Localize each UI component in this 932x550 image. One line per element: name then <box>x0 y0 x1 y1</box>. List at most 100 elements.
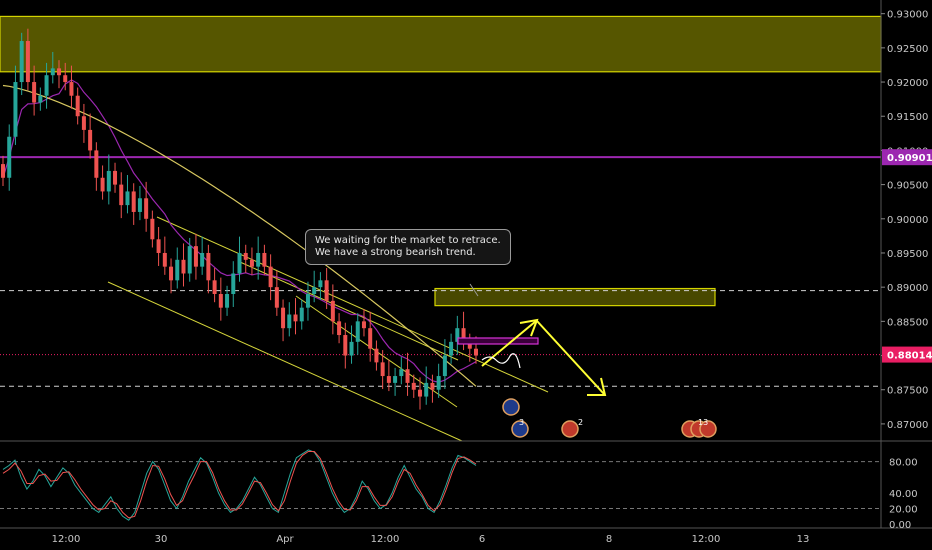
time-tick-label: 13 <box>797 534 810 545</box>
osc-tick-label: 40.00 <box>889 489 918 500</box>
candle <box>287 314 292 329</box>
candle <box>293 314 298 322</box>
candle <box>75 95 80 117</box>
uk-flag-icon <box>699 420 717 438</box>
candle <box>19 41 24 83</box>
target-zone <box>434 287 716 307</box>
candle <box>193 246 198 267</box>
retest-box <box>457 337 539 345</box>
osc-tick-label: 80.00 <box>889 458 918 469</box>
candle <box>349 341 354 356</box>
candle <box>200 252 205 267</box>
candle <box>100 177 105 192</box>
time-tick-label: Apr <box>276 534 294 545</box>
current-price-badge <box>882 346 932 363</box>
projection-arrows <box>457 283 607 396</box>
candle <box>312 287 317 294</box>
candle <box>361 321 366 329</box>
time-tick-label: 6 <box>479 534 485 545</box>
event-count: 13 <box>698 418 708 427</box>
events-layer: 3 2 13 <box>502 398 717 438</box>
annotation-line-2: We have a strong bearish trend. <box>315 247 476 258</box>
ma-long-line <box>2 84 477 387</box>
annotation-callout: We waiting for the market to retrace. We… <box>305 229 511 265</box>
candle <box>436 376 441 390</box>
candle <box>150 218 155 240</box>
projection-up-line <box>481 320 537 367</box>
candle <box>119 184 124 206</box>
candle <box>144 198 149 219</box>
annotation-line-1: We waiting for the market to retrace. <box>315 235 501 246</box>
d-line <box>2 451 477 519</box>
channel-lower-line <box>107 281 463 442</box>
projection-down-arrowhead <box>587 377 607 396</box>
candle <box>113 170 118 185</box>
candle <box>81 116 86 130</box>
candle <box>237 252 242 274</box>
time-tick-label: 8 <box>606 534 612 545</box>
uk-flag-icon <box>561 420 579 438</box>
candle <box>156 239 161 253</box>
candle <box>324 280 329 301</box>
candle <box>399 369 404 377</box>
osc-tick-label: 20.00 <box>889 504 918 515</box>
price-tick-label: 0.88500 <box>887 317 928 328</box>
candle <box>57 68 62 76</box>
levels-layer <box>0 156 881 387</box>
price-tick-label: 0.89500 <box>887 249 928 260</box>
candle <box>175 259 180 281</box>
candle <box>162 252 167 267</box>
candle <box>50 68 55 76</box>
candle <box>380 362 385 377</box>
candle <box>7 136 12 178</box>
candle <box>430 382 435 390</box>
candle <box>281 307 286 329</box>
candle <box>94 150 99 178</box>
candle <box>125 191 130 206</box>
event-count: 2 <box>578 418 583 427</box>
candle <box>206 252 211 281</box>
candle <box>38 95 43 103</box>
price-tick-label: 0.90500 <box>887 181 928 192</box>
candle <box>330 300 335 322</box>
candle <box>187 246 192 274</box>
candle <box>106 170 111 192</box>
candle <box>218 294 223 308</box>
eu-flag-icon <box>502 398 520 416</box>
price-badge-label: 0.88014 <box>887 351 932 362</box>
candle <box>69 82 74 96</box>
k-line <box>2 449 477 521</box>
time-tick-label: 12:00 <box>371 534 400 545</box>
candle <box>243 252 248 260</box>
candle <box>393 376 398 383</box>
price-path-sketch <box>481 353 521 369</box>
candle <box>355 321 360 342</box>
candle <box>262 252 267 267</box>
candle <box>467 341 472 349</box>
candle <box>461 328 466 342</box>
candle <box>386 376 391 383</box>
price-badge-label: 0.90901 <box>887 153 932 164</box>
projection-down-line <box>536 320 605 395</box>
candle <box>474 348 478 356</box>
candle <box>318 280 323 288</box>
candle <box>305 294 310 308</box>
candle <box>25 41 30 83</box>
candle <box>411 382 416 390</box>
candle <box>1 164 5 178</box>
candle <box>268 266 273 288</box>
channel-upper-line <box>156 216 549 393</box>
candle <box>299 307 304 322</box>
candle <box>88 129 93 151</box>
candle <box>424 382 429 397</box>
time-tick-label: 12:00 <box>52 534 81 545</box>
osc-tick-label: 0.00 <box>889 520 911 531</box>
zones-layer <box>0 15 882 307</box>
candle <box>374 348 379 363</box>
candle <box>13 82 18 137</box>
candle <box>417 389 422 397</box>
time-tick-label: 12:00 <box>692 534 721 545</box>
candle <box>343 335 348 356</box>
